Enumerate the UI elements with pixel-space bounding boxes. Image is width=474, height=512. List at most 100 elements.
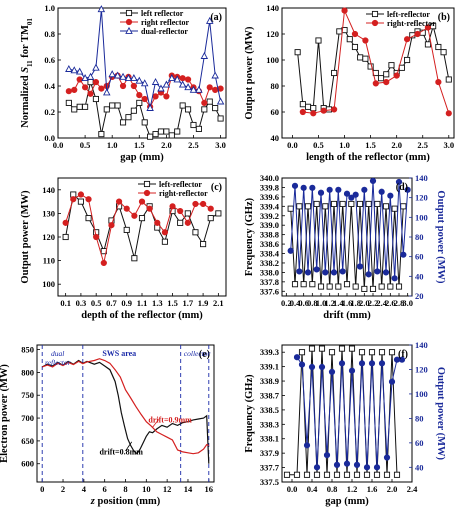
y2-tick-label: 40: [415, 271, 424, 281]
y-tick-label: 140: [266, 3, 279, 13]
data-point: [185, 106, 192, 113]
data-point: [393, 471, 401, 478]
y-tick-label: 339.8: [260, 182, 279, 192]
data-point: [404, 186, 411, 193]
data-point: [131, 212, 138, 219]
data-point: [216, 97, 225, 105]
y-tick-label: 750: [21, 390, 34, 400]
y-tick-label: 120: [42, 232, 55, 242]
y-tick-label: 338.3: [260, 419, 279, 429]
x-tick-label: 1.0: [107, 140, 118, 150]
x-tick-label: 1.4: [333, 298, 344, 308]
x-tick-label: 2: [61, 484, 65, 494]
plot-frame: [57, 7, 227, 139]
data-point: [303, 442, 311, 449]
data-point: [81, 84, 89, 91]
data-point: [299, 101, 306, 108]
y2-tick-label: 120: [415, 364, 428, 374]
data-point: [109, 102, 116, 109]
data-point: [70, 66, 79, 74]
data-point: [293, 354, 301, 361]
x-tick-label: 3.0: [443, 140, 454, 150]
y-tick-label: 100: [266, 55, 279, 65]
data-point: [400, 251, 407, 258]
data-point: [179, 75, 186, 82]
data-point: [377, 75, 385, 82]
x-tick-label: 2.0: [161, 140, 172, 150]
data-point: [403, 36, 411, 43]
data-point: [136, 91, 143, 99]
x-tick-label: 1.0: [339, 140, 350, 150]
x-tick-label: 0.4: [290, 298, 301, 308]
y-tick-label: 130: [42, 208, 55, 218]
data-point: [383, 471, 391, 478]
panel-f: 0.0 0.4 0.8 1.2 1.6 2.0 2.4 337.5 337.7 337.9 338.…: [244, 340, 446, 507]
annotation-arrow: [152, 419, 160, 428]
legend-entry: right-reflector: [387, 19, 436, 28]
x-tick-label: 2.5: [417, 140, 428, 150]
y-axis-label-part: 11: [26, 60, 34, 67]
y-tick-label: 337.8: [260, 277, 279, 287]
x-axis-label-part: z: [90, 496, 96, 507]
data-point: [97, 5, 106, 13]
data-point: [326, 283, 333, 290]
data-point: [387, 283, 394, 290]
y-axis-label: Normalized S11 for TM01: [20, 18, 34, 128]
y-tick-label: 0.8: [44, 29, 55, 39]
data-point: [335, 186, 342, 193]
data-point: [86, 72, 95, 80]
y-tick-label: 339.1: [260, 362, 279, 372]
x-tick-label: 1.5: [365, 140, 376, 150]
data-point: [378, 283, 385, 290]
data-point: [383, 71, 390, 78]
data-point: [374, 268, 381, 275]
y2-tick-label: 80: [415, 232, 424, 242]
panel-label: (c): [211, 182, 222, 193]
data-point: [138, 215, 146, 222]
data-point: [388, 349, 396, 356]
data-point: [207, 205, 214, 212]
data-point: [200, 241, 207, 248]
data-point: [382, 269, 390, 276]
data-point: [343, 460, 351, 467]
data-point: [317, 283, 325, 290]
panel-label: (a): [210, 12, 222, 23]
data-point: [308, 345, 316, 352]
data-point: [85, 215, 92, 222]
y-axis-label: Frequency (GHz): [244, 374, 255, 453]
data-point: [169, 203, 176, 210]
data-point: [119, 119, 127, 126]
data-point: [346, 36, 353, 43]
x-tick-label: 1.5: [134, 140, 145, 150]
x-tick-label: 0.9: [121, 298, 132, 308]
data-point: [323, 451, 331, 459]
x-tick-label: 2.4: [407, 484, 418, 494]
data-point: [163, 93, 170, 100]
data-point: [378, 349, 386, 356]
data-point: [313, 471, 321, 478]
x-axis-label: depth of the reflector (mm): [81, 310, 203, 321]
x-tick-label: 1.1: [137, 298, 148, 308]
data-point: [352, 283, 359, 290]
data-point: [77, 198, 84, 205]
data-point: [317, 189, 325, 196]
data-point: [92, 63, 100, 71]
data-point: [62, 233, 69, 241]
data-point: [318, 363, 326, 371]
data-point: [192, 229, 199, 236]
data-point: [294, 49, 301, 56]
y-tick-label: 100: [42, 279, 55, 289]
series-line-0: [290, 203, 404, 289]
data-point: [300, 184, 307, 191]
x-tick-label: 0.8: [327, 484, 338, 494]
data-point: [356, 263, 364, 270]
data-point: [173, 75, 181, 83]
data-point: [92, 95, 99, 103]
data-point: [369, 177, 377, 185]
x-tick-label: 1.6: [367, 484, 378, 494]
y2-tick-label: 60: [415, 438, 424, 448]
data-point: [348, 200, 355, 208]
data-point: [363, 464, 371, 471]
y-tick-label: 40: [271, 133, 280, 143]
